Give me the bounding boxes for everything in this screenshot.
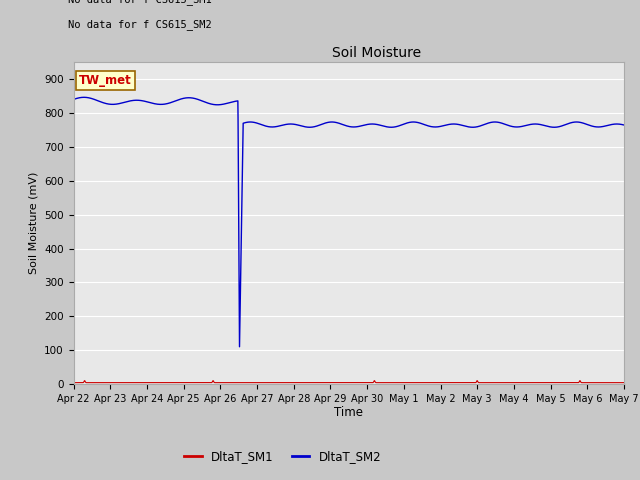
Text: TW_met: TW_met	[79, 73, 132, 87]
Text: No data for f CS615_SM2: No data for f CS615_SM2	[68, 19, 212, 30]
X-axis label: Time: Time	[334, 407, 364, 420]
Y-axis label: Soil Moisture (mV): Soil Moisture (mV)	[29, 172, 38, 275]
Legend: DltaT_SM1, DltaT_SM2: DltaT_SM1, DltaT_SM2	[179, 446, 386, 468]
Title: Soil Moisture: Soil Moisture	[332, 46, 421, 60]
Text: No data for f CS615_SM1: No data for f CS615_SM1	[68, 0, 212, 4]
